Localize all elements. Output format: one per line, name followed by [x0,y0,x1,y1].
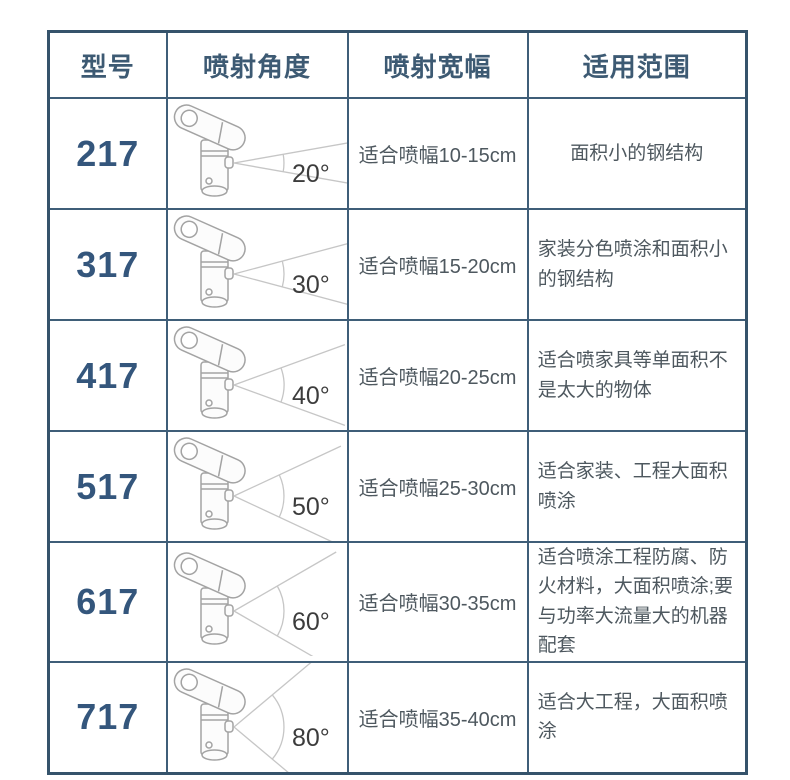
application-cell: 适合大工程，大面积喷涂 [526,660,748,775]
spray-width-cell: 适合喷幅20-25cm [346,319,529,432]
spray-angle-cell: 30° [165,208,349,321]
table-row: 417 40° 适合喷幅20-25cm 适合喷家具等单面积不是太大的物体 [47,319,748,432]
spray-width-cell: 适合喷幅10-15cm [346,97,529,210]
table-row: 217 20° 适合喷幅10-15cm 面积小的钢结构 [47,97,748,210]
spray-angle-label: 20° [292,160,330,188]
nozzle-body-art [173,437,246,530]
application-text: 面积小的钢结构 [570,142,704,164]
spray-angle-cell: 80° [165,660,349,775]
table-header: 型号 喷射角度 喷射宽幅 适用范围 [47,30,748,99]
spray-nozzle-icon: 80° [173,663,330,772]
model-cell: 417 [47,319,168,432]
model-number: 517 [76,465,140,507]
spray-fan-lines [233,445,341,540]
nozzle-body-art [173,215,246,308]
model-cell: 617 [47,541,168,663]
spray-width-cell: 适合喷幅25-30cm [346,430,529,543]
spray-angle-label: 40° [292,382,330,410]
application-text: 适合大工程，大面积喷涂 [537,691,728,743]
model-number: 617 [76,580,140,622]
table-row: 317 30° 适合喷幅15-20cm 家装分色喷涂和面积小的钢结构 [47,208,748,321]
header-spray-angle: 喷射角度 [165,30,349,99]
spray-angle-cell: 20° [165,97,349,210]
nozzle-body-art [173,326,246,419]
spray-width-cell: 适合喷幅35-40cm [346,660,529,775]
model-cell: 217 [47,97,168,210]
header-row: 型号 喷射角度 喷射宽幅 适用范围 [47,30,748,99]
table-body: 217 20° 适合喷幅10-15cm 面积小的钢结构 317 30° 适合喷幅… [47,97,748,775]
nozzle-body-art [173,104,246,197]
spray-width-cell: 适合喷幅30-35cm [346,541,529,663]
application-text: 家装分色喷涂和面积小的钢结构 [537,239,728,290]
application-cell: 适合喷家具等单面积不是太大的物体 [526,319,748,432]
application-cell: 适合家装、工程大面积喷涂 [526,430,748,543]
model-number: 317 [76,243,140,285]
spray-angle-label: 50° [292,493,330,521]
model-cell: 517 [47,430,168,543]
spray-fan-lines [233,343,345,427]
spray-width-text: 适合喷幅10-15cm [358,145,517,167]
model-number: 417 [76,354,140,396]
header-application: 适用范围 [526,30,748,99]
model-number: 217 [76,132,140,174]
header-model: 型号 [47,30,168,99]
table-row: 517 50° 适合喷幅25-30cm 适合家装、工程大面积喷涂 [47,430,748,543]
spray-angle-label: 30° [292,271,330,299]
spray-fan-lines [233,142,346,184]
spray-fan-lines [233,663,310,772]
application-cell: 家装分色喷涂和面积小的钢结构 [526,208,748,321]
spray-width-text: 适合喷幅20-25cm [358,367,517,389]
spray-angle-cell: 40° [165,319,349,432]
spray-fan-lines [233,551,337,657]
spray-width-cell: 适合喷幅15-20cm [346,208,529,321]
application-text: 适合喷涂工程防腐、防火材料，大面积喷涂;要与功率大流量大的机器配套 [537,547,734,657]
spray-nozzle-icon: 20° [173,104,346,197]
spray-angle-label: 60° [292,608,330,636]
nozzle-body-art [173,552,246,646]
spray-angle-cell: 50° [165,430,349,543]
spray-angle-label: 80° [292,724,330,752]
table-row: 717 80° 适合喷幅35-40cm 适合大工程，大面积喷涂 [47,660,748,775]
application-text: 适合家装、工程大面积喷涂 [537,461,728,512]
model-cell: 317 [47,208,168,321]
model-number: 717 [76,696,140,738]
nozzle-body-art [173,668,246,761]
application-text: 适合喷家具等单面积不是太大的物体 [537,350,728,401]
application-cell: 面积小的钢结构 [526,97,748,210]
spray-fan-lines [233,243,346,305]
spray-width-text: 适合喷幅25-30cm [358,478,517,500]
spray-tip-spec-table-wrap: 型号 喷射角度 喷射宽幅 适用范围 217 20° 适合喷幅10-15cm 面积… [47,30,748,775]
model-cell: 717 [47,660,168,775]
spray-nozzle-icon: 40° [173,326,345,427]
spray-nozzle-icon: 30° [173,215,346,308]
header-spray-width: 喷射宽幅 [346,30,529,99]
spray-width-text: 适合喷幅35-40cm [358,708,517,731]
table-row: 617 60° 适合喷幅30-35cm 适合喷涂工程防腐、防火材料，大面积喷涂;… [47,541,748,663]
spray-angle-cell: 60° [165,541,349,663]
spray-nozzle-icon: 50° [173,437,341,540]
spray-width-text: 适合喷幅15-20cm [358,256,517,278]
spray-width-text: 适合喷幅30-35cm [358,593,517,616]
spray-tip-spec-table: 型号 喷射角度 喷射宽幅 适用范围 217 20° 适合喷幅10-15cm 面积… [47,30,748,775]
spray-nozzle-icon: 60° [173,551,337,657]
application-cell: 适合喷涂工程防腐、防火材料，大面积喷涂;要与功率大流量大的机器配套 [526,541,748,663]
